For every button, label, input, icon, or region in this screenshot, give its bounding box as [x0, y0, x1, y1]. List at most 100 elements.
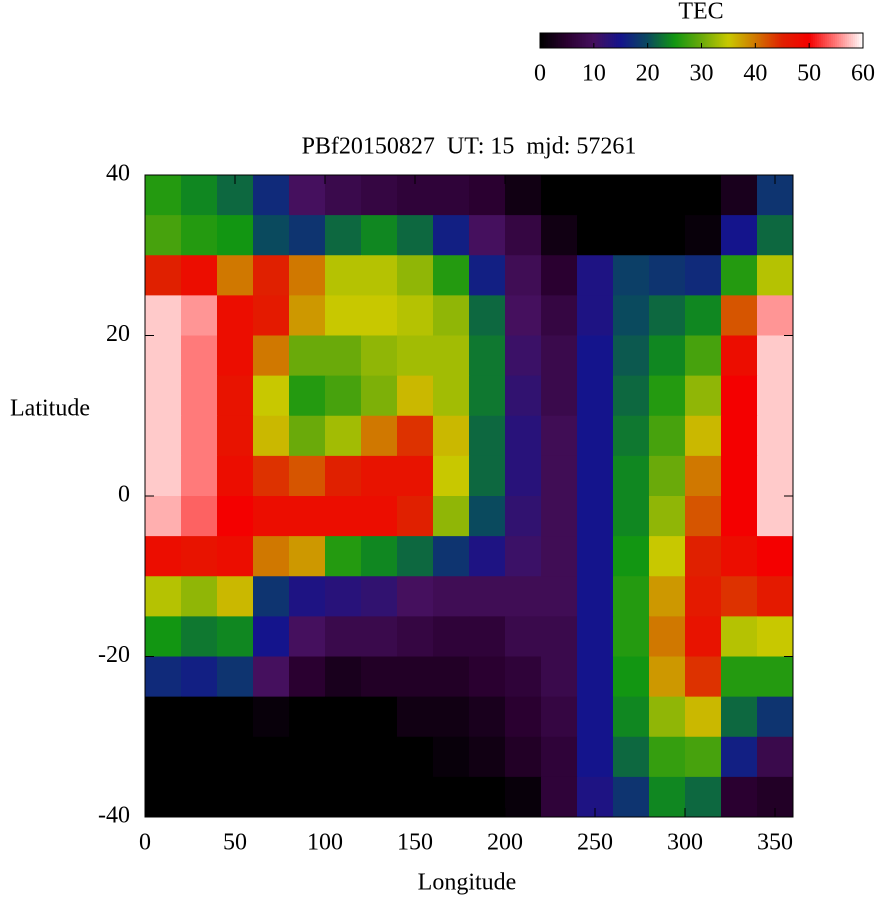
heatmap-cell	[289, 656, 326, 698]
heatmap-cell	[289, 295, 326, 336]
colorbar-swatch	[616, 33, 619, 48]
colorbar-swatch	[712, 33, 716, 48]
colorbar-swatch	[620, 33, 623, 48]
heatmap-cell	[685, 175, 722, 216]
x-tick-label: 350	[757, 830, 793, 856]
heatmap-cell	[541, 536, 578, 577]
colorbar-swatch	[664, 33, 667, 48]
colorbar-swatch	[698, 33, 702, 48]
colorbar-swatch	[662, 33, 665, 48]
heatmap-cell	[469, 616, 506, 657]
colorbar-swatch	[824, 33, 828, 48]
heatmap-cell	[541, 375, 578, 417]
colorbar-swatch	[666, 33, 669, 48]
heatmap-cell	[721, 616, 758, 657]
colorbar-swatch	[764, 33, 768, 48]
colorbar-swatch	[844, 33, 848, 48]
colorbar-swatch	[856, 33, 860, 48]
colorbar-swatch	[540, 33, 543, 48]
heatmap-cell	[469, 175, 506, 216]
colorbar-swatch	[676, 33, 680, 48]
heatmap-cell	[577, 375, 614, 417]
colorbar-swatch	[548, 33, 551, 48]
colorbar-swatch	[560, 33, 563, 48]
heatmap-cell	[217, 496, 254, 537]
x-tick-label: 0	[139, 830, 151, 856]
colorbar-swatch	[624, 33, 627, 48]
heatmap-cell	[649, 576, 686, 617]
colorbar-swatch	[762, 33, 766, 48]
heatmap-cell	[361, 175, 398, 216]
heatmap-cell	[325, 295, 362, 336]
heatmap-cell	[469, 215, 506, 256]
heatmap-cell	[325, 375, 362, 417]
heatmap-cell	[181, 496, 218, 537]
heatmap-cell	[145, 455, 182, 497]
colorbar-swatch	[750, 33, 754, 48]
x-tick-label: 150	[397, 830, 433, 856]
heatmap-cell	[613, 175, 650, 216]
heatmap-cell	[757, 616, 794, 657]
heatmap-cell	[325, 776, 362, 818]
x-tick-label: 100	[307, 830, 343, 856]
colorbar-swatch	[754, 33, 758, 48]
heatmap-cell	[253, 175, 290, 216]
colorbar-swatch	[634, 33, 637, 48]
heatmap-cell	[541, 696, 578, 738]
heatmap-cell	[145, 215, 182, 256]
colorbar-swatch	[604, 33, 607, 48]
colorbar-swatch	[706, 33, 710, 48]
heatmap-cell	[685, 776, 722, 818]
heatmap-cell	[757, 215, 794, 256]
heatmap-cell	[505, 375, 542, 417]
colorbar-swatch	[780, 33, 784, 48]
heatmap-cell	[217, 335, 254, 377]
heatmap-cell	[721, 536, 758, 577]
colorbar-swatch	[768, 33, 772, 48]
chart-title: PBf20150827 UT: 15 mjd: 57261	[302, 134, 637, 160]
colorbar-swatch	[792, 33, 796, 48]
colorbar-swatch	[576, 33, 579, 48]
colorbar-swatch	[834, 33, 838, 48]
heatmap-cell	[721, 496, 758, 537]
heatmap-cell	[253, 335, 290, 377]
heatmap-cell	[361, 496, 398, 537]
heatmap-cell	[685, 415, 722, 457]
colorbar-swatch	[612, 33, 615, 48]
heatmap-cell	[289, 455, 326, 497]
heatmap-cell	[217, 536, 254, 577]
heatmap-cell	[685, 255, 722, 296]
colorbar-swatch	[758, 33, 762, 48]
colorbar-swatch	[734, 33, 738, 48]
heatmap-cell	[505, 415, 542, 457]
heatmap-cell	[721, 656, 758, 698]
heatmap-cell	[145, 656, 182, 698]
heatmap-cell	[757, 415, 794, 457]
heatmap-cell	[253, 215, 290, 256]
colorbar-swatch	[680, 33, 684, 48]
colorbar-swatch	[774, 33, 778, 48]
heatmap-cell	[577, 616, 614, 657]
colorbar-swatch	[794, 33, 798, 48]
heatmap-cell	[253, 776, 290, 818]
colorbar-swatch	[772, 33, 776, 48]
colorbar-swatch	[724, 33, 728, 48]
heatmap-cell	[721, 415, 758, 457]
heatmap-cell	[433, 455, 470, 497]
colorbar-swatch	[642, 33, 645, 48]
heatmap-cell	[361, 295, 398, 336]
heatmap-cell	[145, 496, 182, 537]
heatmap-cell	[145, 576, 182, 617]
heatmap-cell	[253, 736, 290, 778]
heatmap-cell	[397, 696, 434, 738]
colorbar-swatch	[614, 33, 617, 48]
heatmap-cell	[145, 736, 182, 778]
heatmap-cell	[469, 455, 506, 497]
heatmap-cell	[613, 616, 650, 657]
colorbar-swatch	[608, 33, 611, 48]
heatmap-cell	[721, 215, 758, 256]
heatmap-cell	[649, 496, 686, 537]
heatmap-cell	[505, 616, 542, 657]
colorbar-swatch	[670, 33, 674, 48]
heatmap-cell	[181, 576, 218, 617]
